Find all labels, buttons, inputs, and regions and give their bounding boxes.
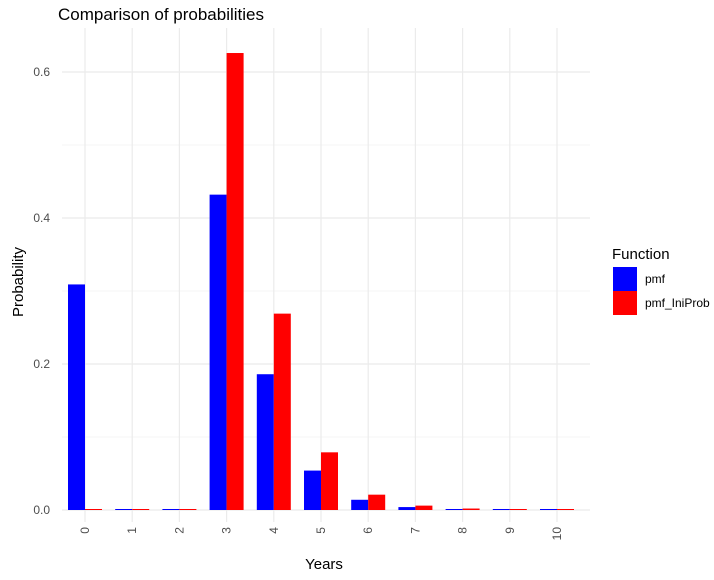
legend-items: pmf pmf_IniProb [613,267,710,315]
bar-pmf_IniProb-2 [179,509,197,510]
bar-pmf-2 [162,509,180,510]
x-tick-label: 6 [361,527,375,534]
x-tick-label: 1 [125,527,139,534]
bar-pmf_IniProb-8 [462,508,480,510]
y-tick-label: 0.2 [33,357,50,371]
bar-pmf-10 [540,509,557,510]
bar-pmf_IniProb-6 [368,494,386,510]
bar-pmf_IniProb-7 [415,505,433,510]
y-axis-label: Probability [10,246,27,317]
legend-title: Function [612,246,670,263]
bar-pmf_IniProb-10 [557,509,574,510]
bar-pmf_IniProb-4 [273,313,291,510]
bar-pmf_IniProb-5 [321,452,338,510]
x-tick-label: 7 [408,527,422,534]
bar-layer [68,53,574,511]
y-tick-label: 0.4 [33,211,50,225]
x-tick-label: 10 [550,527,564,541]
legend-swatch-pmf_IniProb [613,291,637,315]
bar-pmf_IniProb-0 [85,509,102,510]
y-tick-labels: 0.0 0.2 0.4 0.6 [33,65,50,517]
legend-label-pmf_IniProb: pmf_IniProb [645,296,710,310]
bar-pmf-9 [492,509,510,510]
bar-pmf_IniProb-3 [226,53,244,511]
bar-pmf-8 [445,509,463,510]
legend-swatch-pmf [613,267,637,291]
legend-label-pmf: pmf [645,272,666,286]
y-tick-label: 0.0 [33,503,50,517]
chart-title: Comparison of probabilities [58,5,264,24]
x-tick-label: 2 [172,527,186,534]
bar-pmf_IniProb-1 [132,509,150,510]
bar-pmf-4 [256,374,274,510]
bar-pmf_IniProb-9 [509,509,527,510]
legend: Function pmf pmf_IniProb [612,246,710,315]
x-tick-label: 9 [503,527,517,534]
x-tick-label: 3 [220,527,234,534]
bar-pmf-0 [68,284,85,510]
x-tick-label: 0 [78,527,92,534]
bar-pmf-6 [351,499,369,510]
bar-pmf-1 [115,509,133,510]
x-tick-label: 4 [267,527,281,534]
x-axis-label: Years [305,556,343,573]
bar-pmf-7 [398,507,416,510]
x-tick-label: 5 [314,527,328,534]
x-tick-label: 8 [456,527,470,534]
x-tick-labels: 0 1 2 3 4 5 6 7 8 9 10 [78,527,564,541]
bar-pmf-5 [304,470,321,510]
y-tick-label: 0.6 [33,65,50,79]
bar-pmf-3 [209,194,227,510]
grid-layer [62,28,590,522]
